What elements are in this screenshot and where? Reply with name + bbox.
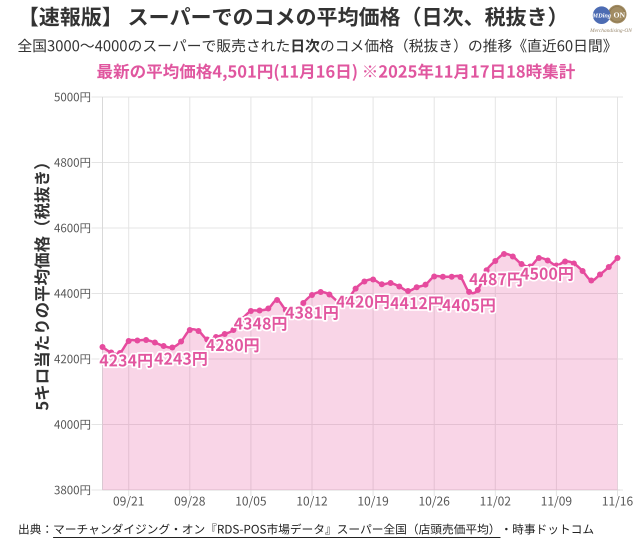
svg-text:Merchandising-ON: Merchandising-ON bbox=[589, 28, 632, 34]
svg-text:MDing: MDing bbox=[592, 13, 612, 20]
svg-text:ON: ON bbox=[613, 10, 625, 19]
